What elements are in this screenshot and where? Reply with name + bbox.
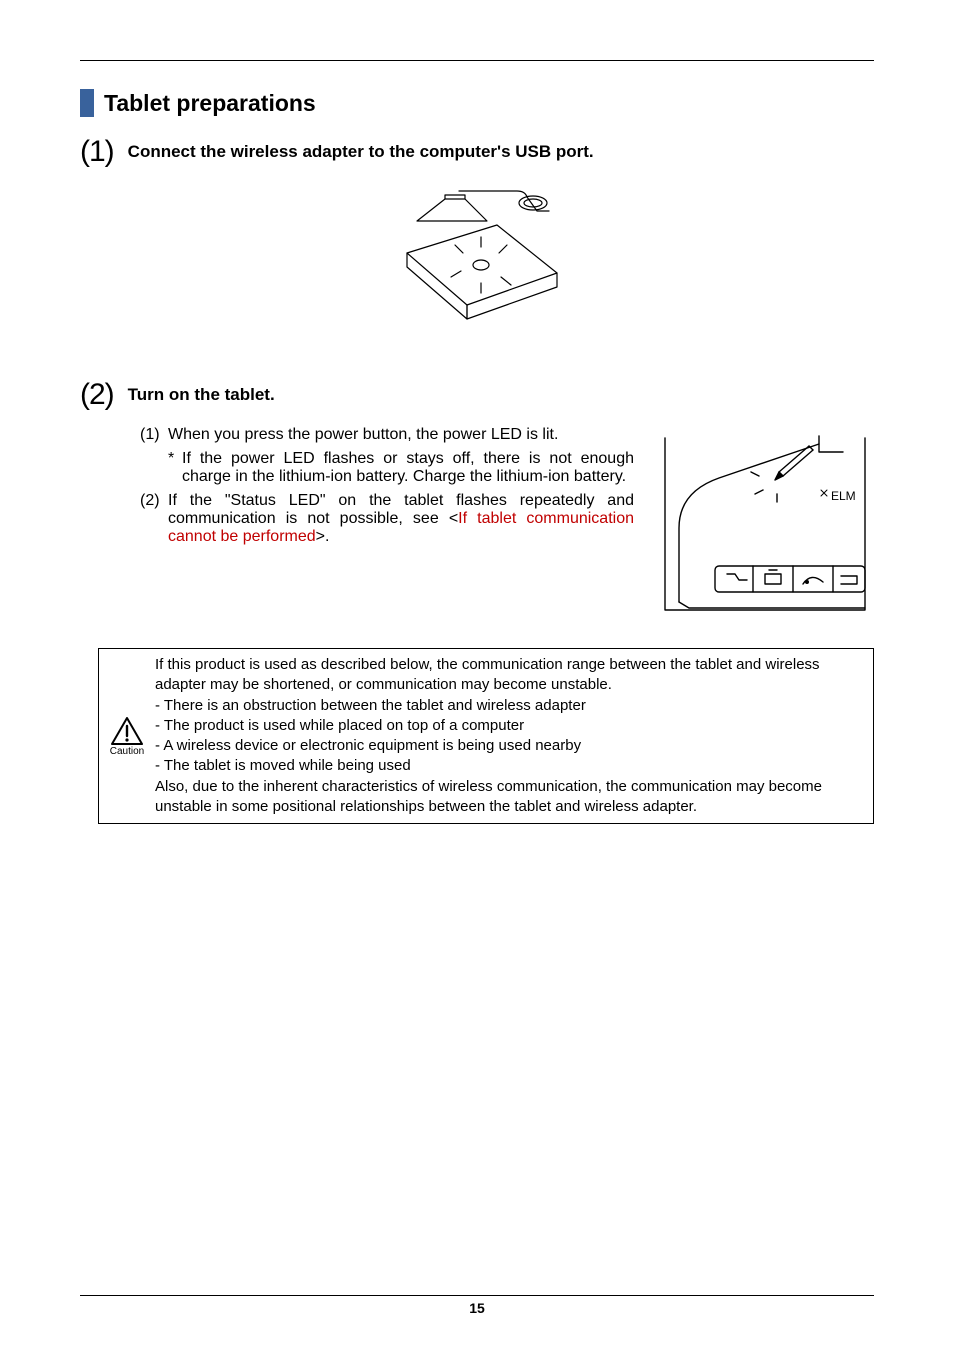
caution-line-3: - A wireless device or electronic equipm… <box>155 736 863 756</box>
brand-text: ELM <box>831 489 856 503</box>
footer: 15 <box>80 1295 874 1316</box>
tablet-figure: ELM <box>654 426 874 622</box>
step-2-sub-2-label: (2) <box>140 492 168 546</box>
section-title: Tablet preparations <box>104 90 316 117</box>
step-2-sub-1-body: When you press the power button, the pow… <box>168 426 634 444</box>
section-heading: Tablet preparations <box>80 89 874 117</box>
step-1-row: (1) Connect the wireless adapter to the … <box>80 135 874 169</box>
step-1-num: (1) <box>80 135 114 169</box>
top-rule <box>80 60 874 61</box>
step-2-sub-1: (1) When you press the power button, the… <box>140 426 634 444</box>
step-2-sub-1-label: (1) <box>140 426 168 444</box>
caution-line-1: - There is an obstruction between the ta… <box>155 696 863 716</box>
caution-line-0: If this product is used as described bel… <box>155 655 863 696</box>
step-2-row: (2) Turn on the tablet. <box>80 378 874 412</box>
step-2-sub-1-note: * If the power LED flashes or stays off,… <box>168 450 634 486</box>
tablet-svg: ELM <box>659 432 869 617</box>
caution-triangle-icon <box>110 716 144 746</box>
caution-label: Caution <box>105 746 149 757</box>
step-2-text: (1) When you press the power button, the… <box>140 426 634 552</box>
step-2-body: (1) When you press the power button, the… <box>140 426 874 622</box>
caution-text: If this product is used as described bel… <box>149 655 863 817</box>
step-2-num: (2) <box>80 378 114 412</box>
adapter-figure <box>80 187 874 352</box>
step-2-sub-1-star: * <box>168 450 182 486</box>
step-2-sub-2-post: >. <box>316 528 330 545</box>
step-2-sub-1-note-body: If the power LED flashes or stays off, t… <box>182 450 634 486</box>
footer-rule <box>80 1295 874 1296</box>
page-number: 15 <box>80 1300 874 1316</box>
caution-icon-col: Caution <box>105 716 149 757</box>
caution-box: Caution If this product is used as descr… <box>98 648 874 824</box>
adapter-svg <box>377 187 577 347</box>
section-bar <box>80 89 94 117</box>
step-2-title: Turn on the tablet. <box>128 385 275 405</box>
step-1-title: Connect the wireless adapter to the comp… <box>128 142 594 162</box>
caution-line-4: - The tablet is moved while being used <box>155 756 863 776</box>
step-2-sub-2-body: If the "Status LED" on the tablet flashe… <box>168 492 634 546</box>
step-2-sub-2: (2) If the "Status LED" on the tablet fl… <box>140 492 634 546</box>
caution-line-5: Also, due to the inherent characteristic… <box>155 777 863 818</box>
caution-line-2: - The product is used while placed on to… <box>155 716 863 736</box>
